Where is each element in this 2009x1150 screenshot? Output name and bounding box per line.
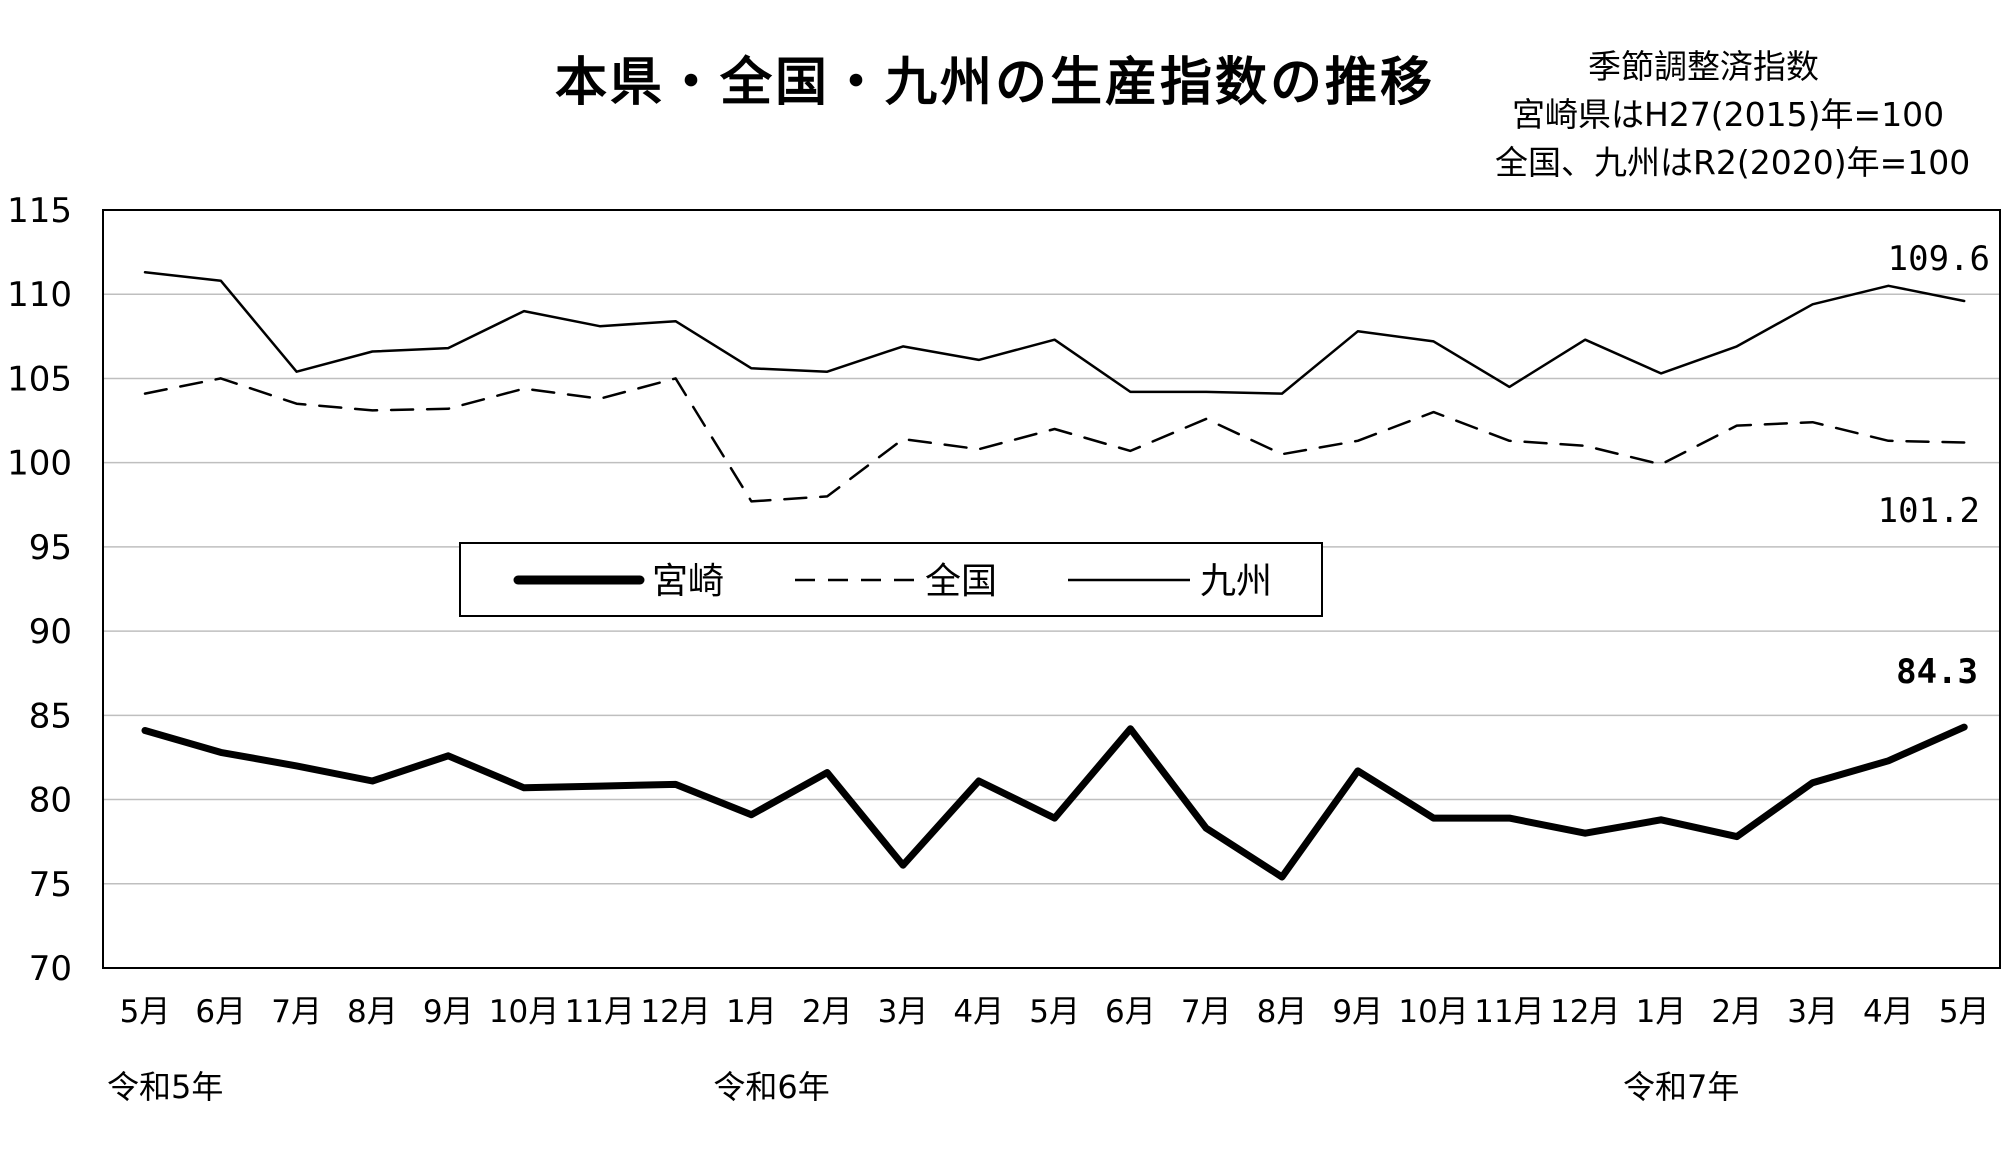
y-tick-label: 75 — [29, 865, 72, 905]
x-tick-label: 6月 — [1105, 994, 1156, 1030]
legend: 宮崎 全国 九州 — [459, 542, 1323, 617]
y-tick-label: 100 — [7, 444, 72, 484]
x-tick-label: 2月 — [802, 994, 853, 1030]
x-tick-label: 8月 — [347, 994, 398, 1030]
y-tick-label: 80 — [29, 781, 72, 821]
series-line-miyazaki — [141, 723, 1968, 881]
x-tick-label: 1月 — [1636, 994, 1687, 1030]
series-lines — [141, 271, 1968, 881]
x-tick-label: 12月 — [640, 994, 710, 1030]
end-label-kyushu: 109.6 — [1888, 239, 1990, 279]
x-tick-label: 3月 — [1787, 994, 1838, 1030]
note-national-kyushu-base-year: 全国、九州はR2(2020)年=100 — [1495, 143, 1971, 182]
y-tick-label: 110 — [7, 275, 72, 315]
x-tick-label: 4月 — [1863, 994, 1914, 1030]
year-label: 令和7年 — [1623, 1068, 1739, 1106]
x-tick-label: 1月 — [726, 994, 777, 1030]
end-value-labels: 109.6 101.2 84.3 — [1878, 239, 1990, 692]
y-tick-label: 115 — [7, 191, 72, 231]
x-tick-label: 2月 — [1711, 994, 1762, 1030]
y-axis-ticks: 70 75 80 85 90 95 100 105 110 115 — [7, 191, 72, 989]
x-tick-label: 5月 — [1029, 994, 1080, 1030]
legend-label-miyazaki: 宮崎 — [652, 561, 724, 602]
x-tick-label: 9月 — [1332, 994, 1383, 1030]
legend-label-kyushu: 九州 — [1200, 561, 1272, 602]
y-tick-label: 90 — [29, 612, 72, 652]
x-tick-label: 9月 — [423, 994, 474, 1030]
y-tick-label: 85 — [29, 696, 72, 736]
end-label-miyazaki: 84.3 — [1896, 652, 1978, 692]
x-tick-label: 4月 — [953, 994, 1004, 1030]
x-tick-label: 10月 — [489, 994, 559, 1030]
x-tick-label: 11月 — [1474, 994, 1544, 1030]
series-line-kyushu — [143, 271, 1966, 395]
x-tick-label: 7月 — [1181, 994, 1232, 1030]
y-tick-label: 95 — [29, 528, 72, 568]
year-label: 令和6年 — [713, 1068, 829, 1106]
chart-title: 本県・全国・九州の生産指数の推移 — [555, 53, 1436, 113]
x-tick-label: 5月 — [120, 994, 171, 1030]
x-tick-label: 3月 — [878, 994, 929, 1030]
legend-label-national: 全国 — [925, 561, 997, 602]
note-seasonal-adjustment: 季節調整済指数 — [1588, 47, 1819, 86]
x-tick-label: 8月 — [1257, 994, 1308, 1030]
x-tick-label: 7月 — [271, 994, 322, 1030]
end-label-national: 101.2 — [1878, 491, 1980, 531]
x-axis-year-labels: 令和5年 令和6年 令和7年 — [107, 1068, 1739, 1106]
year-label: 令和5年 — [107, 1068, 223, 1106]
plot-area-frame — [102, 209, 2001, 969]
x-axis-ticks: 5月 6月 7月 8月 9月 10月 11月 12月 1月 2月 3月 4月 5月 6月 7月 8月 9月 10月… — [120, 994, 1990, 1030]
x-tick-label: 10月 — [1398, 994, 1468, 1030]
y-tick-label: 70 — [29, 949, 72, 989]
series-line-national — [143, 377, 1966, 503]
y-tick-label: 105 — [7, 359, 72, 399]
x-tick-label: 11月 — [565, 994, 635, 1030]
x-tick-label: 5月 — [1939, 994, 1990, 1030]
note-miyazaki-base-year: 宮崎県はH27(2015)年=100 — [1512, 95, 1945, 134]
x-tick-label: 6月 — [195, 994, 246, 1030]
x-tick-label: 12月 — [1550, 994, 1620, 1030]
